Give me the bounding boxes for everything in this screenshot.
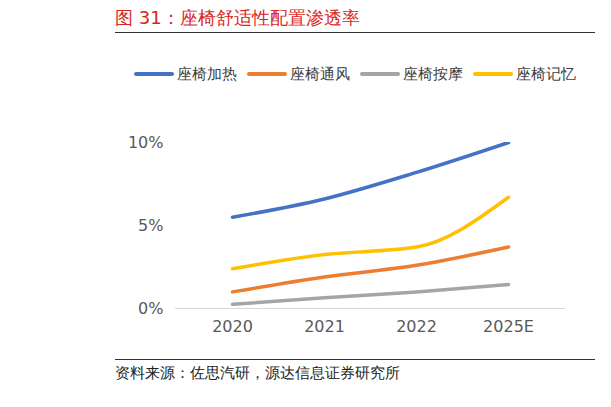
svg-text:5%: 5% [138,216,163,235]
html-text:座椅记忆: 座椅记忆 [516,64,576,83]
svg-text:2022: 2022 [396,317,437,336]
svg-text:0%: 0% [138,299,163,318]
svg-text:2025E: 2025E [483,317,534,336]
html-text:座椅通风: 座椅通风 [290,64,350,83]
html-text:座椅按摩: 座椅按摩 [403,64,463,83]
svg-text:10%: 10% [128,133,164,152]
svg-text:2020: 2020 [212,317,253,336]
svg-text:2021: 2021 [304,317,345,336]
html-text:座椅加热: 座椅加热 [177,64,237,83]
html-text:图 31：座椅舒适性配置渗透率: 图 31：座椅舒适性配置渗透率 [115,7,360,28]
html-text:资料来源：佐思汽研，源达信息证券研究所: 资料来源：佐思汽研，源达信息证券研究所 [115,364,400,382]
